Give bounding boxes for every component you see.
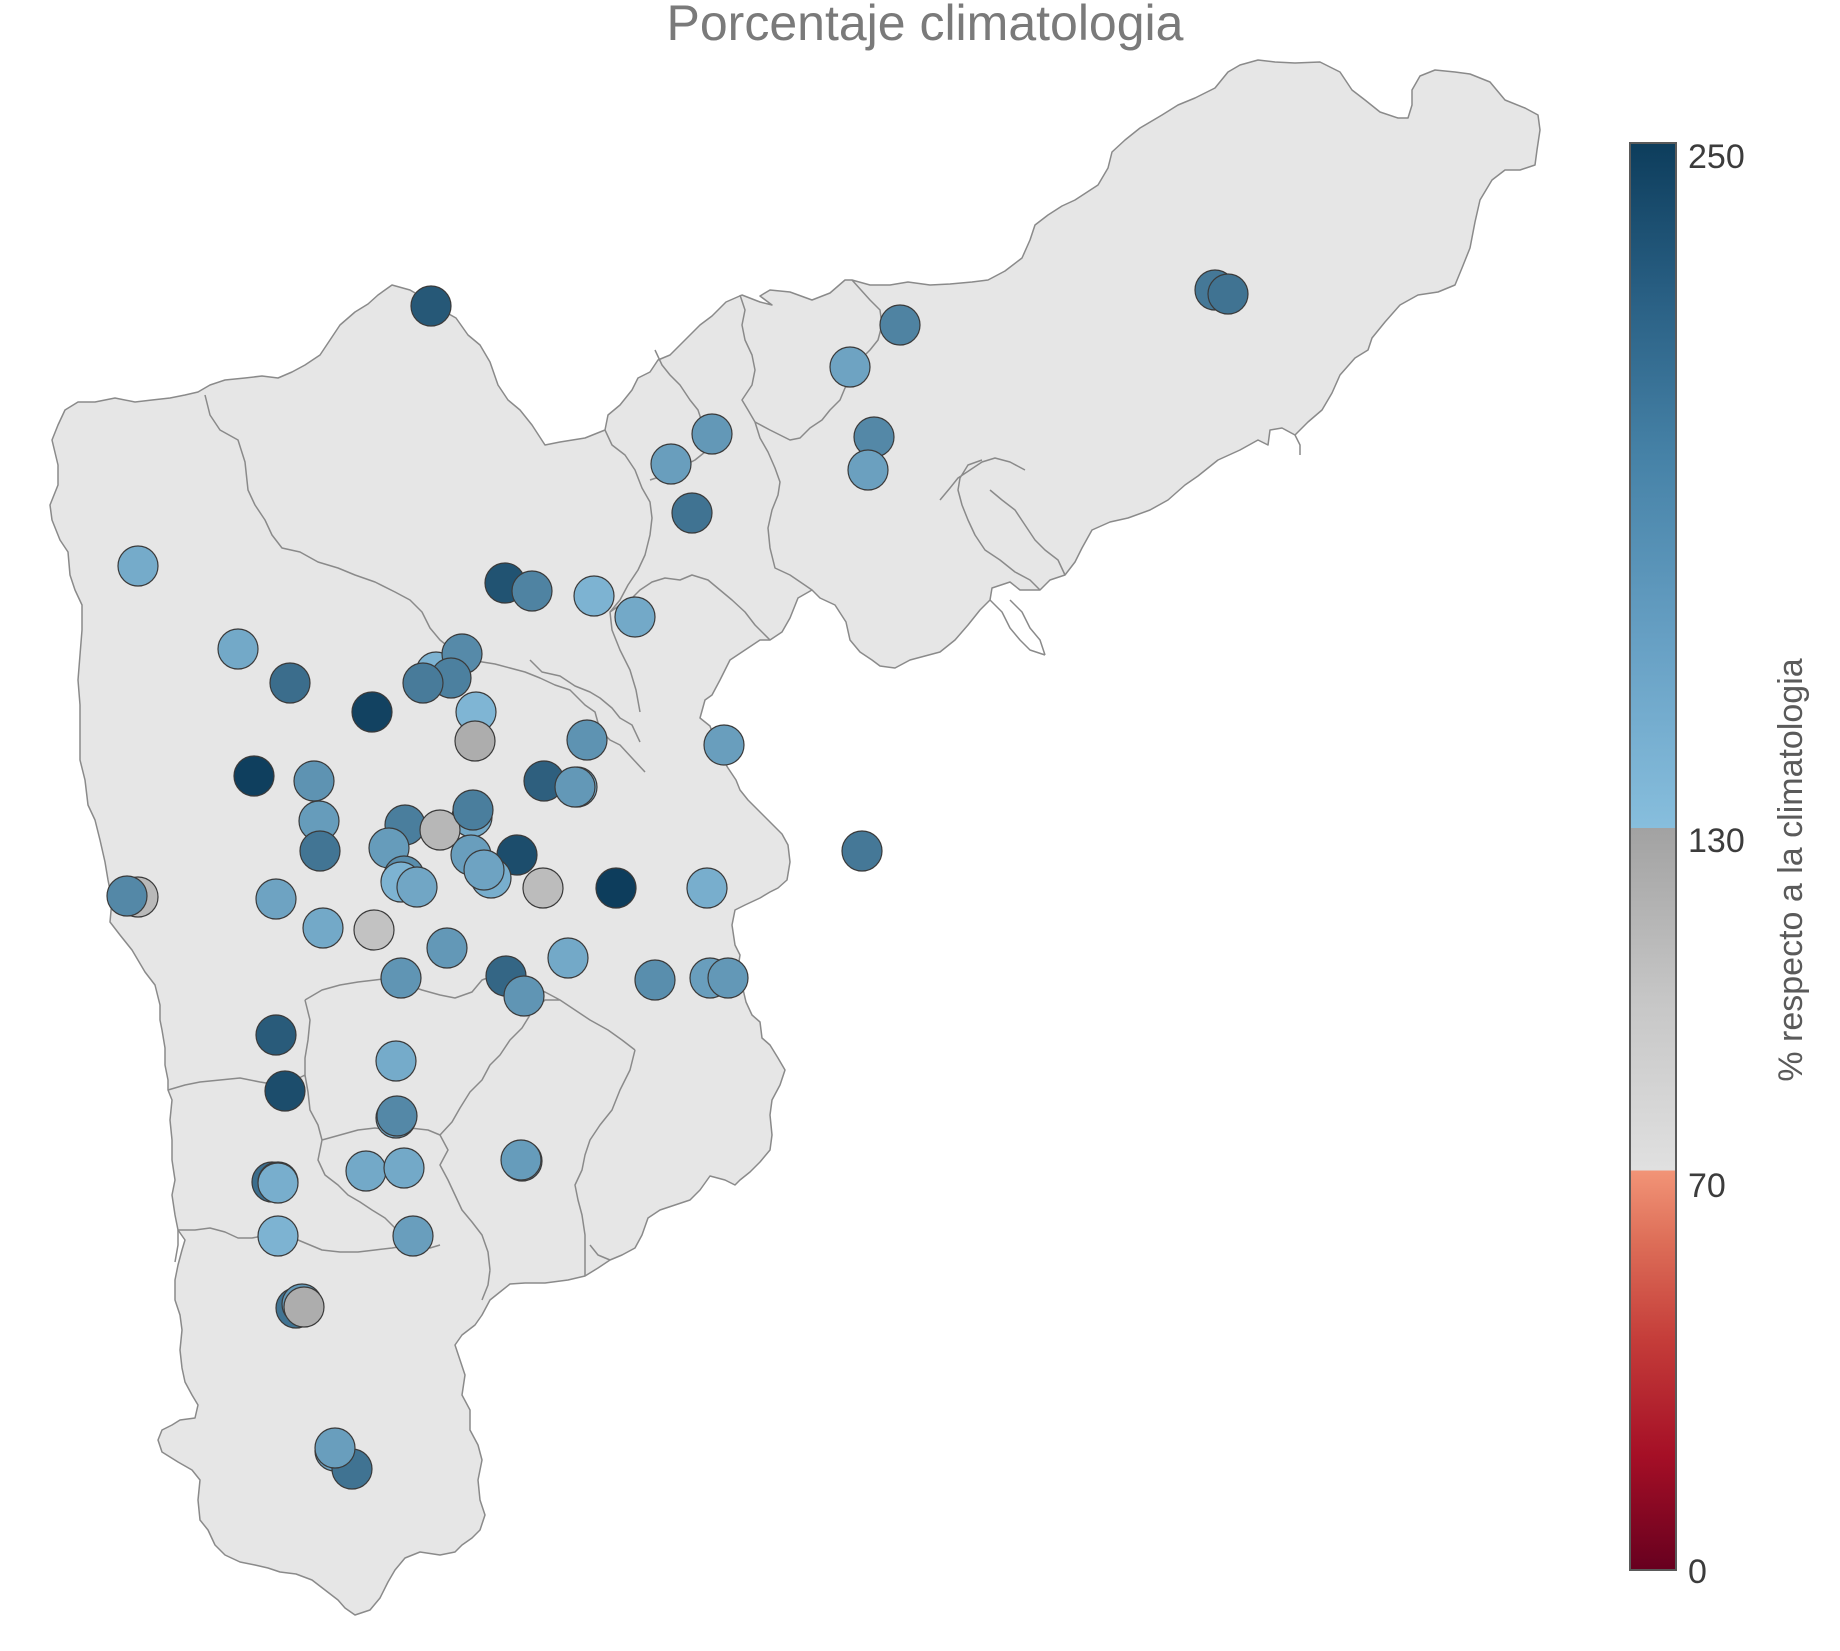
station-point: [847, 449, 889, 491]
station-point: [686, 867, 728, 909]
station-point: [233, 755, 275, 797]
station-point: [117, 545, 159, 587]
station-point: [419, 809, 461, 851]
station-point: [426, 927, 468, 969]
station-point: [454, 720, 496, 762]
station-point: [511, 570, 553, 612]
station-point: [522, 867, 564, 909]
station-point: [703, 724, 745, 766]
map-title: Porcentaje climatologia: [667, 0, 1184, 51]
station-point: [614, 596, 656, 638]
station-point: [257, 1215, 299, 1257]
colorbar-tick-70: 70: [1688, 1167, 1726, 1205]
station-point: [380, 957, 422, 999]
station-point: [841, 830, 883, 872]
station-point: [1207, 273, 1249, 315]
station-point: [452, 789, 494, 831]
station-point: [573, 575, 615, 617]
station-point: [634, 959, 676, 1001]
station-point: [691, 413, 733, 455]
station-point: [293, 760, 335, 802]
station-point: [547, 937, 589, 979]
region-outline: [49, 59, 1541, 1616]
station-point: [345, 1150, 387, 1192]
station-point: [879, 304, 921, 346]
station-point: [375, 1040, 417, 1082]
station-point: [829, 346, 871, 388]
colorbar-tick-0: 0: [1688, 1553, 1707, 1591]
station-point: [302, 907, 344, 949]
colorbar-tick-250: 250: [1688, 138, 1745, 176]
station-point: [566, 719, 608, 761]
colorbar-tick-130: 130: [1688, 822, 1745, 860]
station-point: [299, 830, 341, 872]
region-map: [49, 59, 1541, 1616]
station-point: [707, 957, 749, 999]
station-point: [392, 1215, 434, 1257]
colorbar: 250 130 70 0 % respecto a la climatologi…: [1629, 138, 1810, 1591]
station-point: [554, 766, 596, 808]
station-point: [314, 1427, 356, 1469]
station-point: [255, 878, 297, 920]
station-point: [255, 1014, 297, 1056]
colorbar-title: % respecto a la climatologia: [1772, 658, 1810, 1081]
colorbar-gradient: [1629, 142, 1677, 1571]
station-point: [402, 662, 444, 704]
station-point: [396, 866, 438, 908]
station-markers: [106, 269, 1249, 1490]
station-point: [376, 1095, 418, 1137]
station-point: [463, 849, 505, 891]
station-point: [106, 875, 148, 917]
station-point: [257, 1162, 299, 1204]
station-point: [500, 1139, 542, 1181]
station-point: [671, 492, 713, 534]
station-point: [351, 691, 393, 733]
station-point: [217, 628, 259, 670]
station-point: [595, 867, 637, 909]
station-point: [264, 1070, 306, 1112]
station-point: [269, 662, 311, 704]
station-point: [650, 443, 692, 485]
station-point: [383, 1147, 425, 1189]
station-point: [283, 1286, 325, 1328]
station-point: [503, 975, 545, 1017]
station-point: [410, 285, 452, 327]
station-point: [353, 909, 395, 951]
